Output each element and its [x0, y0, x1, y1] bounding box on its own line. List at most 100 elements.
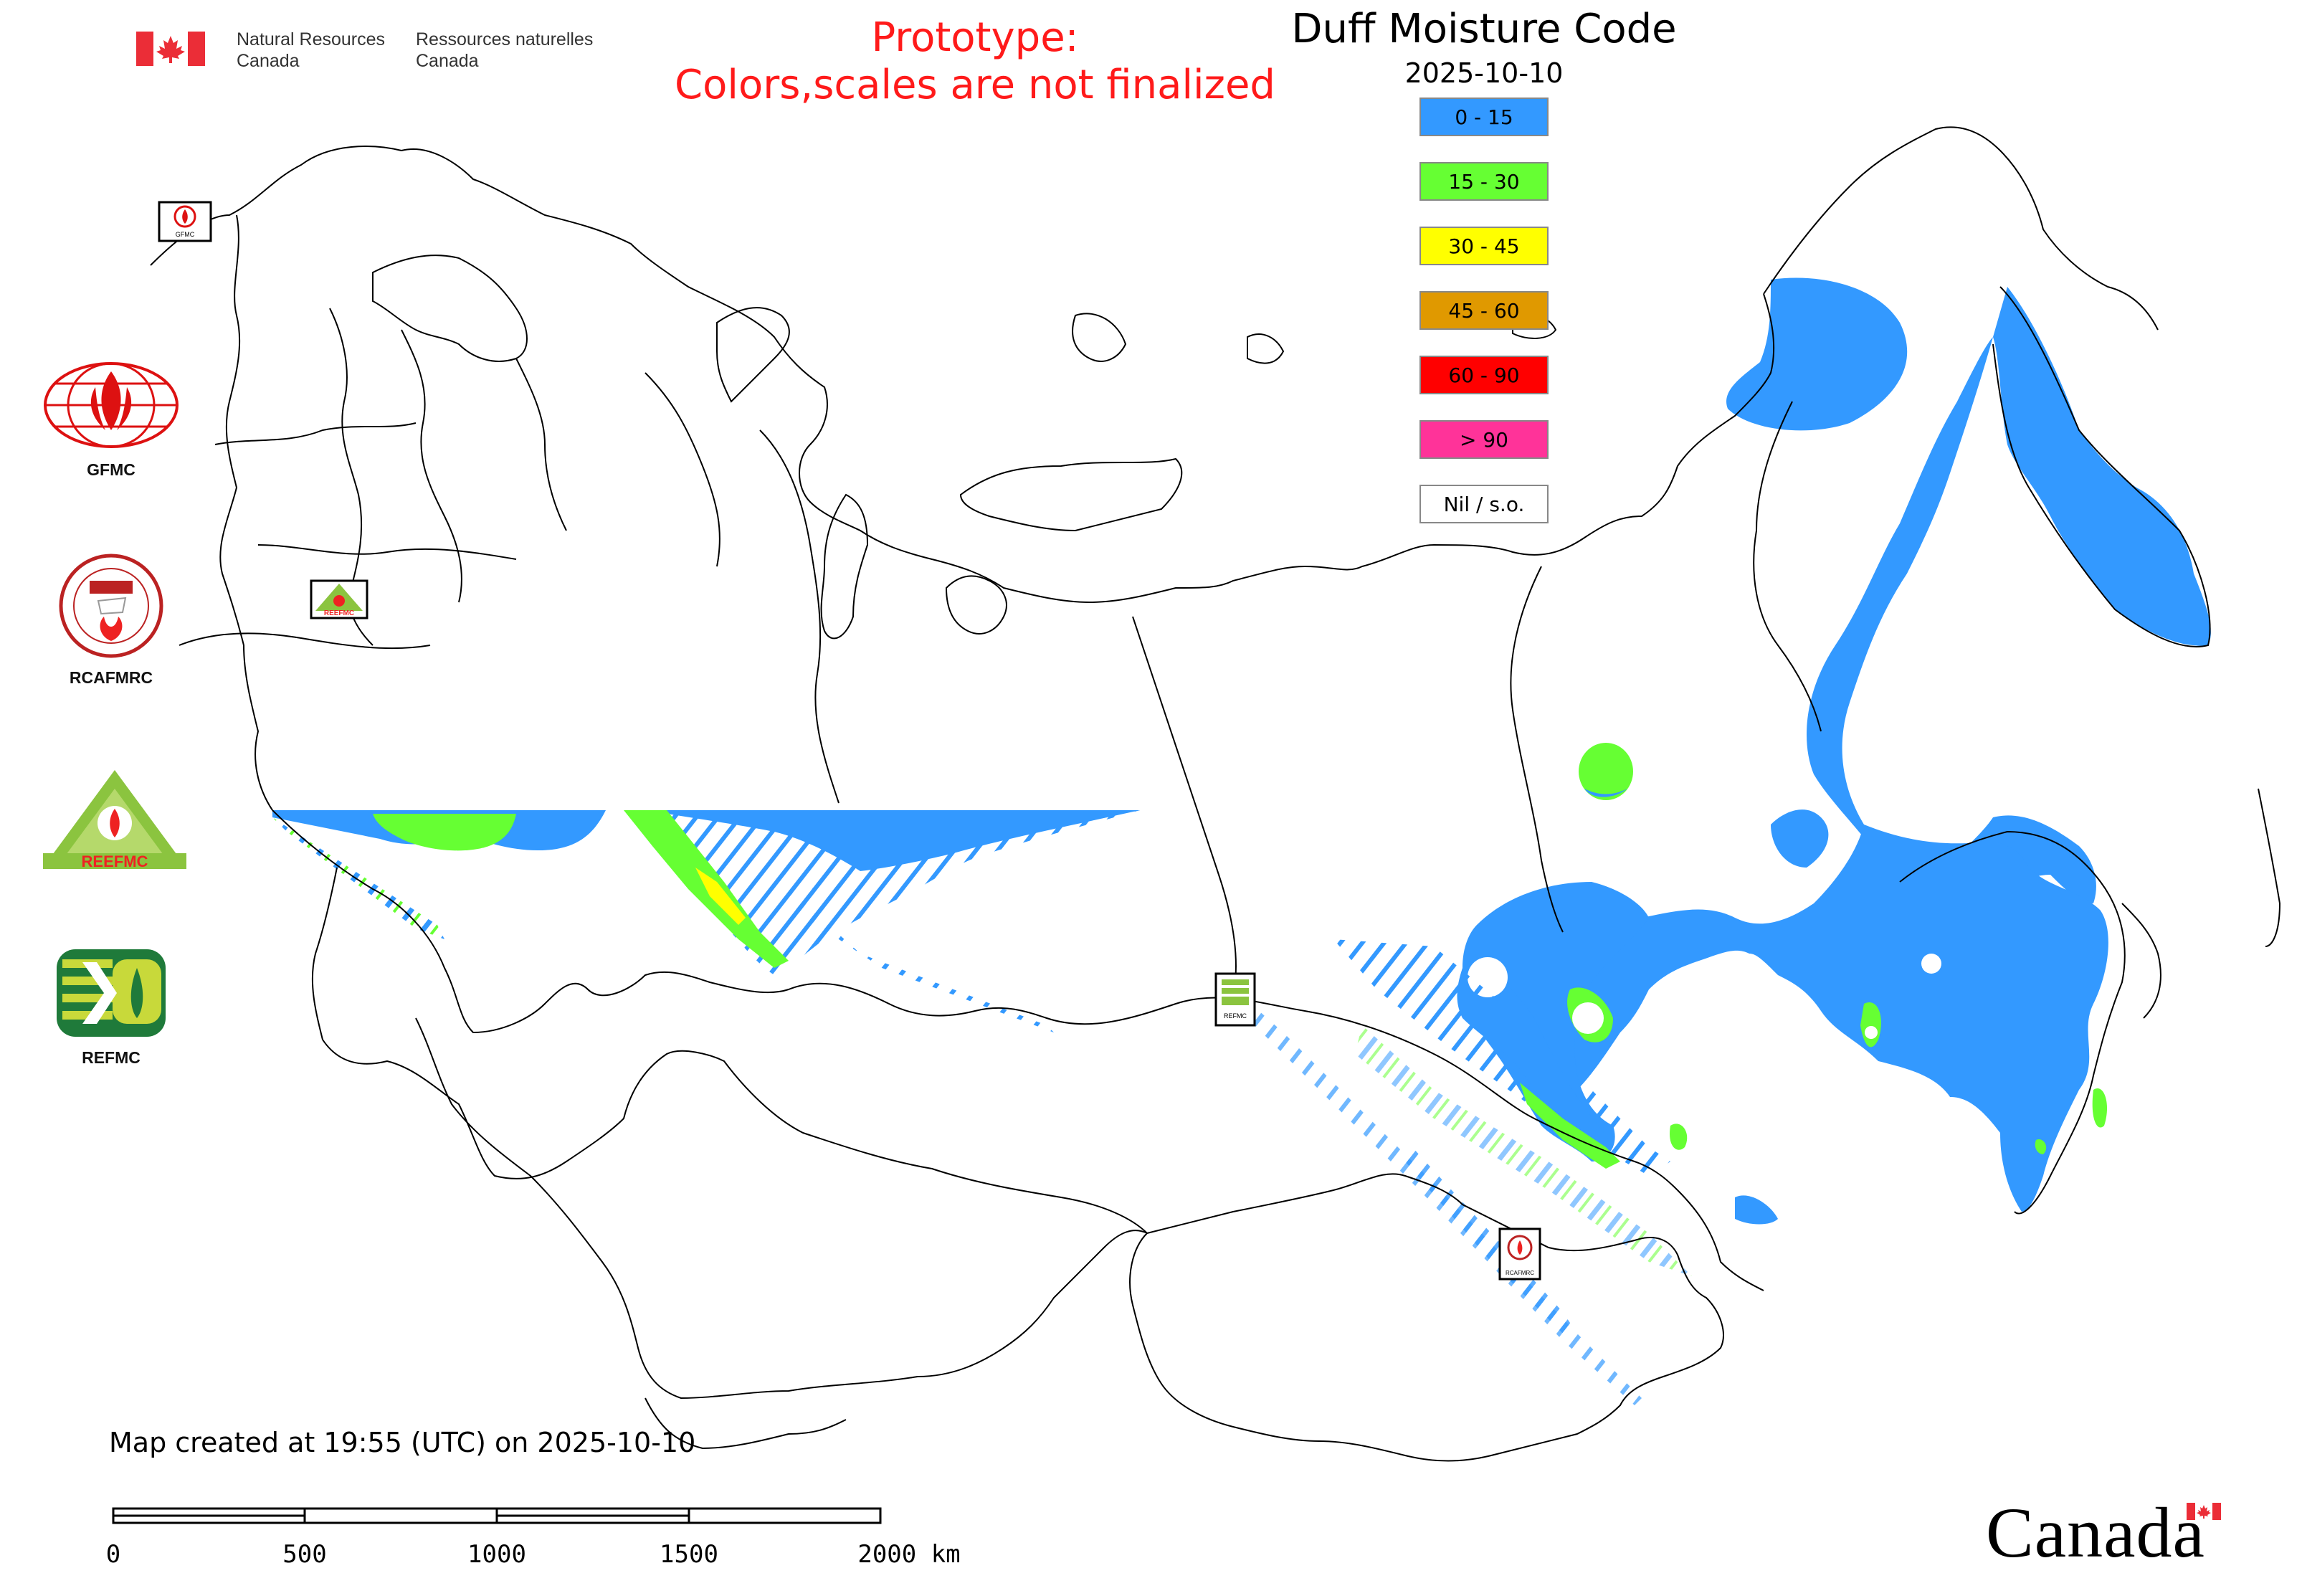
coastline-kamchatka: [1992, 286, 2211, 647]
coastline-sakhalin: [2121, 903, 2161, 1019]
refmc-logo-icon: [57, 949, 166, 1037]
refmc-caption: REFMC: [82, 1048, 141, 1067]
map-marker-rcafmrc[interactable]: RCAFMRC: [1498, 1227, 1541, 1281]
dmc-region-blue-ellipse-edge: [1584, 789, 1627, 797]
dmc-band-central-solid: [645, 810, 1140, 871]
coastline-severnaya-zemlya: [1072, 313, 1127, 362]
coastline-taymyr: [959, 457, 1183, 532]
reefmc-logo-text: REEFMC: [82, 852, 148, 870]
map-marker-reefmc[interactable]: REEFMC: [310, 579, 368, 619]
map-marker-refmc[interactable]: REFMC: [1214, 972, 1256, 1027]
dmc-region-kamchatka: [1993, 287, 2211, 646]
scale-label-1000: 1000: [467, 1540, 526, 1569]
dmc-region-green-4: [2092, 1088, 2108, 1128]
legend-item-6: Nil / s.o.: [1419, 485, 1549, 523]
reefmc-logo-icon: REEFMC: [43, 770, 186, 870]
map-marker-reefmc-label: REEFMC: [324, 609, 354, 617]
rcafmrc-caption: RCAFMRC: [69, 668, 153, 687]
rcafmrc-logo[interactable]: RCAFMRC: [36, 552, 186, 688]
dmc-hole-6: [2061, 1125, 2080, 1144]
legend-item-4: 60 - 90: [1419, 356, 1549, 394]
gov-signature: Natural Resources Canada Ressources natu…: [136, 29, 624, 72]
dmc-region-yakutia: [1462, 882, 1649, 1162]
dmc-band-central-yellow: [695, 868, 746, 925]
map-marker-rcafmrc-label: RCAFMRC: [1506, 1270, 1534, 1276]
canada-wordmark: Canada: [1986, 1493, 2205, 1572]
department-name-en: Natural Resources Canada: [237, 29, 386, 71]
border-central-asia: [415, 1017, 1148, 1400]
dmc-hole-5: [1921, 954, 1941, 974]
border-region-9: [759, 429, 840, 804]
dmc-hole-4: [1693, 1113, 1719, 1139]
dmc-hole-7: [1865, 1026, 1878, 1039]
coastline-northwest: [150, 146, 1775, 604]
gfmc-logo-icon: [44, 362, 179, 448]
border-region-11: [1510, 566, 1564, 933]
dmc-region-sakhalin: [1735, 1195, 1778, 1225]
scale-label-1500: 1500: [660, 1540, 718, 1569]
dmc-region-green-ellipse: [1579, 743, 1633, 800]
scale-label-500: 500: [282, 1540, 327, 1569]
dmc-region-green-3: [1670, 1124, 1688, 1150]
border-region-3: [401, 329, 462, 603]
refmc-logo[interactable]: REFMC: [36, 946, 186, 1068]
department-name-fr: Ressources naturelles Canada: [416, 29, 594, 71]
coastline-novaya-zemlya: [716, 307, 790, 403]
border-region-7: [179, 632, 431, 650]
gfmc-caption: GFMC: [87, 460, 135, 479]
dmc-band-east: [1333, 939, 1670, 1176]
legend-title: Duff Moisture Code: [1291, 6, 1677, 52]
legend-item-2: 30 - 45: [1419, 227, 1549, 265]
dmc-region-green-5: [2035, 1139, 2047, 1154]
dmc-hole-2: [1572, 1002, 1604, 1034]
coastline-new-siberian: [1247, 333, 1285, 364]
border-south: [272, 809, 1678, 1191]
border-kazakhstan: [311, 867, 1148, 1234]
border-region-1: [219, 214, 273, 811]
border-mongolia: [1129, 1173, 1724, 1462]
dmc-data-layer: [272, 277, 2211, 1405]
scale-label-0: 0: [105, 1540, 121, 1569]
map-marker-refmc-label: REFMC: [1224, 1012, 1247, 1020]
map-created-timestamp: Map created at 19:55 (UTC) on 2025-10-10: [109, 1427, 696, 1458]
map-marker-gfmc[interactable]: GFMC: [158, 201, 212, 242]
dmc-region-kolyma: [1807, 337, 2096, 932]
coastline-kurils: [2258, 788, 2281, 947]
border-region-12: [1753, 401, 1822, 732]
dmc-band-east-yellow: [1355, 1025, 1692, 1276]
coastline-chukotka: [1763, 126, 2159, 331]
canada-wordmark-flag-icon: [2187, 1503, 2221, 1520]
dmc-band-diagonal-south: [1405, 1147, 1577, 1341]
legend-item-5: > 90: [1419, 420, 1549, 459]
coastline-gydan: [945, 575, 1007, 635]
legend: 0 - 15 15 - 30 30 - 45 45 - 60 60 - 90 > 90 Ni…: [1419, 98, 1549, 549]
border-region-4: [515, 358, 567, 531]
prototype-notice: Prototype: Colors,scales are not finaliz…: [675, 14, 1275, 108]
legend-item-3: 45 - 60: [1419, 291, 1549, 330]
scale-label-2000: 2000 km: [857, 1540, 961, 1569]
legend-date: 2025-10-10: [1404, 57, 1564, 89]
border-region-8: [645, 372, 720, 567]
rcafmrc-logo-icon: [59, 554, 163, 658]
legend-item-1: 15 - 30: [1419, 162, 1549, 201]
dmc-band-west-green: [373, 814, 516, 851]
coastline-yamal: [820, 493, 869, 640]
reefmc-logo[interactable]: REEFMC: [36, 767, 186, 878]
dmc-region-anadyr: [1726, 277, 1908, 431]
gfmc-logo[interactable]: GFMC: [36, 358, 186, 480]
border-region-10: [1132, 616, 1237, 997]
dmc-region-okhotsk-arc: [1771, 809, 1829, 868]
dmc-region-khabarovsk: [1532, 825, 2108, 1212]
coastline-okhotsk: [1899, 830, 2126, 1215]
coastline-kola: [372, 255, 528, 362]
border-china: [1677, 1189, 1764, 1291]
border-china-west: [645, 1397, 847, 1450]
border-region-5: [214, 422, 417, 445]
dmc-hole-3: [1678, 1017, 1708, 1048]
canada-flag-icon: [136, 32, 205, 66]
scale-bar: [112, 1507, 882, 1524]
legend-item-0: 0 - 15: [1419, 98, 1549, 136]
basemap-outlines: [150, 126, 2281, 1462]
dmc-band-central-tail: [789, 889, 1054, 1032]
